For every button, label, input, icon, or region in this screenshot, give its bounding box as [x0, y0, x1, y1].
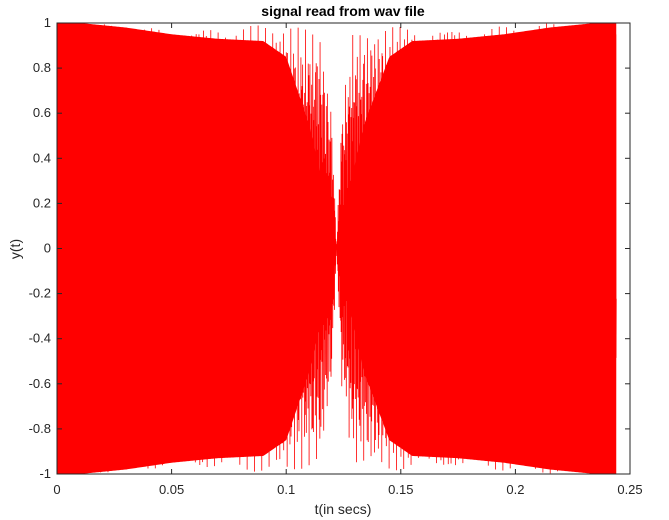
x-axis-ticks: 0 0.05 0.1 0.15 0.2 0.25	[53, 23, 643, 497]
y-tick-label: 0.6	[33, 105, 51, 120]
y-tick-label: 0	[44, 241, 51, 256]
x-tick-label: 0.1	[277, 482, 295, 497]
x-tick-label: 0	[53, 482, 60, 497]
y-axis-label: y(t)	[7, 239, 23, 259]
y-tick-label: -1	[39, 466, 51, 481]
y-tick-label: -0.8	[29, 421, 51, 436]
y-tick-label: 1	[44, 15, 51, 30]
x-tick-label: 0.2	[506, 482, 524, 497]
y-tick-label: -0.6	[29, 376, 51, 391]
y-tick-label: 0.4	[33, 150, 51, 165]
x-tick-label: 0.05	[159, 482, 184, 497]
y-tick-label: 0.8	[33, 60, 51, 75]
signal-series	[57, 23, 617, 474]
x-tick-label: 0.25	[617, 482, 642, 497]
x-tick-label: 0.15	[388, 482, 413, 497]
x-axis-label: t(in secs)	[315, 501, 372, 517]
chart-title: signal read from wav file	[261, 3, 425, 19]
y-tick-label: 0.2	[33, 195, 51, 210]
y-tick-label: -0.4	[29, 331, 51, 346]
y-tick-label: -0.2	[29, 286, 51, 301]
y-axis-ticks: -1 -0.8 -0.6 -0.4 -0.2 0 0.2 0.4 0.6 0.8 1	[29, 15, 630, 481]
signal-line	[57, 23, 617, 474]
